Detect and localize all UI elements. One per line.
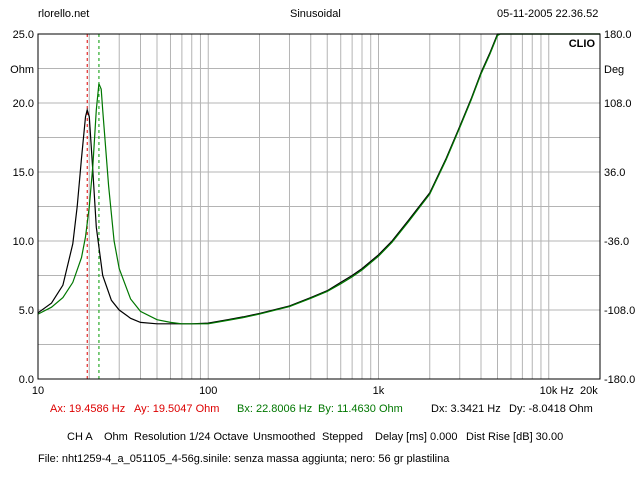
cursor-a-x-readout: Ax: 19.4586 Hz [50,403,126,415]
cursor-b-x-readout: Bx: 22.8006 Hz [237,403,313,415]
x-tick-label: 10 [32,385,44,397]
channel-label: CH A [67,431,93,443]
brand-label: CLIO [569,38,596,50]
y2-tick-label: 36.0 [604,167,625,179]
impedance-curve-green [37,33,600,325]
y-tick-label: 20.0 [13,98,34,110]
y-tick-label: 25.0 [13,29,34,41]
y2-tick-label: -180.0 [604,374,635,386]
cursor-a-y-readout: Ay: 19.5047 Ohm [134,403,220,415]
site-label: rlorello.net [38,8,90,20]
y-tick-label: 10.0 [13,236,34,248]
unit-label: Ohm [104,431,128,443]
measurement-type-label: Sinusoidal [290,8,341,20]
left-unit-label: Ohm [10,64,34,76]
mode-label: Stepped [322,431,363,443]
delta-y-readout: Dy: -8.0418 Ohm [509,403,593,415]
right-unit-label: Deg [604,64,624,76]
y2-tick-label: 180.0 [604,29,632,41]
delta-x-readout: Dx: 3.3421 Hz [431,403,501,415]
y-tick-label: 0.0 [19,374,34,386]
smoothing-label: Unsmoothed [253,431,316,443]
y2-tick-label: -36.0 [604,236,629,248]
file-description: File: nht1259-4_a_051105_4-56g.sinile: s… [38,453,450,465]
dist-rise-label: Dist Rise [dB] 30.00 [466,431,564,443]
y-tick-label: 5.0 [19,305,34,317]
x-tick-label: 20k [580,385,598,397]
x-tick-label: 100 [199,385,217,397]
y2-tick-label: 108.0 [604,98,632,110]
y2-tick-label: -108.0 [604,305,635,317]
delay-label: Delay [ms] 0.000 [375,431,458,443]
resolution-label: Resolution 1/24 Octave [134,431,249,443]
cursor-b-y-readout: By: 11.4630 Ohm [318,403,403,415]
y-tick-label: 15.0 [13,167,34,179]
plot-frame [37,33,601,380]
x-tick-label: 1k [373,385,385,397]
timestamp-label: 05-11-2005 22.36.52 [497,8,599,20]
x-tick-label: 10k Hz [540,385,574,397]
